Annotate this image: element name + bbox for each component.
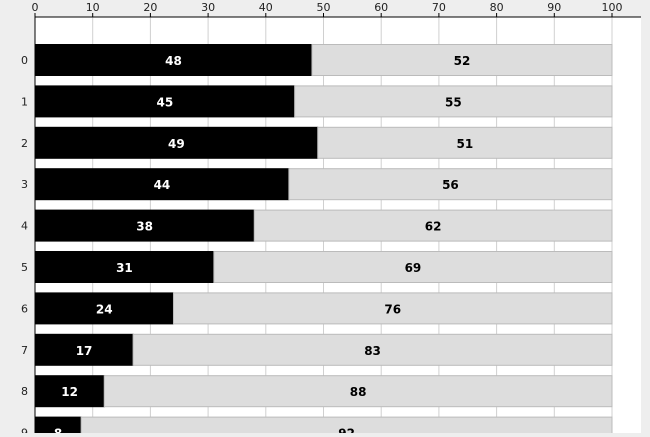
bar-value-label: 17	[76, 344, 93, 358]
x-tick-label: 10	[86, 1, 100, 14]
bar-segment	[317, 126, 613, 159]
x-tick-label: 70	[432, 1, 446, 14]
x-tick-label: 60	[374, 1, 388, 14]
bar-segment	[311, 44, 613, 76]
bar-segment	[103, 375, 613, 408]
bar-segment	[213, 251, 613, 283]
y-category-label: 5	[21, 261, 28, 274]
bar-value-label: 52	[454, 54, 471, 68]
x-tick-label: 90	[547, 1, 561, 14]
bar-segment	[34, 251, 215, 283]
bar-value-label: 44	[154, 178, 171, 192]
y-category-label: 3	[21, 178, 28, 191]
y-category-label: 9	[21, 427, 28, 433]
y-category-label: 4	[21, 220, 28, 233]
bar-segment	[34, 126, 319, 159]
bar-value-label: 24	[96, 302, 113, 316]
bar-value-label: 38	[136, 220, 153, 234]
x-tick-label: 80	[490, 1, 504, 14]
x-tick-label: 40	[259, 1, 273, 14]
x-tick-label: 100	[602, 1, 623, 14]
bar-value-label: 56	[442, 178, 459, 192]
bar-segment	[132, 333, 613, 366]
bar-value-label: 48	[165, 54, 182, 68]
bar-value-label: 76	[384, 302, 401, 316]
bar-segment	[253, 209, 613, 242]
bar-value-label: 92	[338, 427, 355, 433]
bar-value-label: 51	[457, 137, 474, 151]
x-axis: 0 10 20 30 40 50 60 70 80 90 100	[32, 1, 641, 437]
bar-value-label: 12	[61, 385, 78, 399]
x-tick-label: 50	[317, 1, 331, 14]
bar-segment	[34, 85, 296, 118]
x-tick-label: 30	[201, 1, 215, 14]
bar-value-label: 88	[350, 385, 367, 399]
bar-value-label: 45	[156, 95, 173, 109]
y-category-label: 8	[21, 385, 28, 398]
bar-value-label: 49	[168, 137, 185, 151]
bar-value-label: 31	[116, 261, 133, 275]
y-category-label: 1	[21, 95, 28, 108]
y-category-label: 0	[21, 54, 28, 67]
y-axis: 0 1 2 3 4 5 6 7 8 9	[21, 54, 28, 437]
bar-segment	[172, 292, 613, 325]
y-category-label: 6	[21, 302, 28, 315]
bar-value-label: 8	[54, 427, 62, 433]
y-category-label: 7	[21, 344, 28, 357]
bar-series: 485245554951445638623169247617831288892	[34, 44, 613, 437]
x-tick-label: 20	[143, 1, 157, 14]
bar-value-label: 55	[445, 95, 462, 109]
bar-segment	[294, 85, 613, 118]
y-category-label: 2	[21, 137, 28, 150]
bar-value-label: 69	[405, 261, 422, 275]
bar-value-label: 83	[364, 344, 381, 358]
x-tick-label: 0	[32, 1, 39, 14]
bar-value-label: 62	[425, 220, 442, 234]
bar-segment	[288, 168, 613, 201]
